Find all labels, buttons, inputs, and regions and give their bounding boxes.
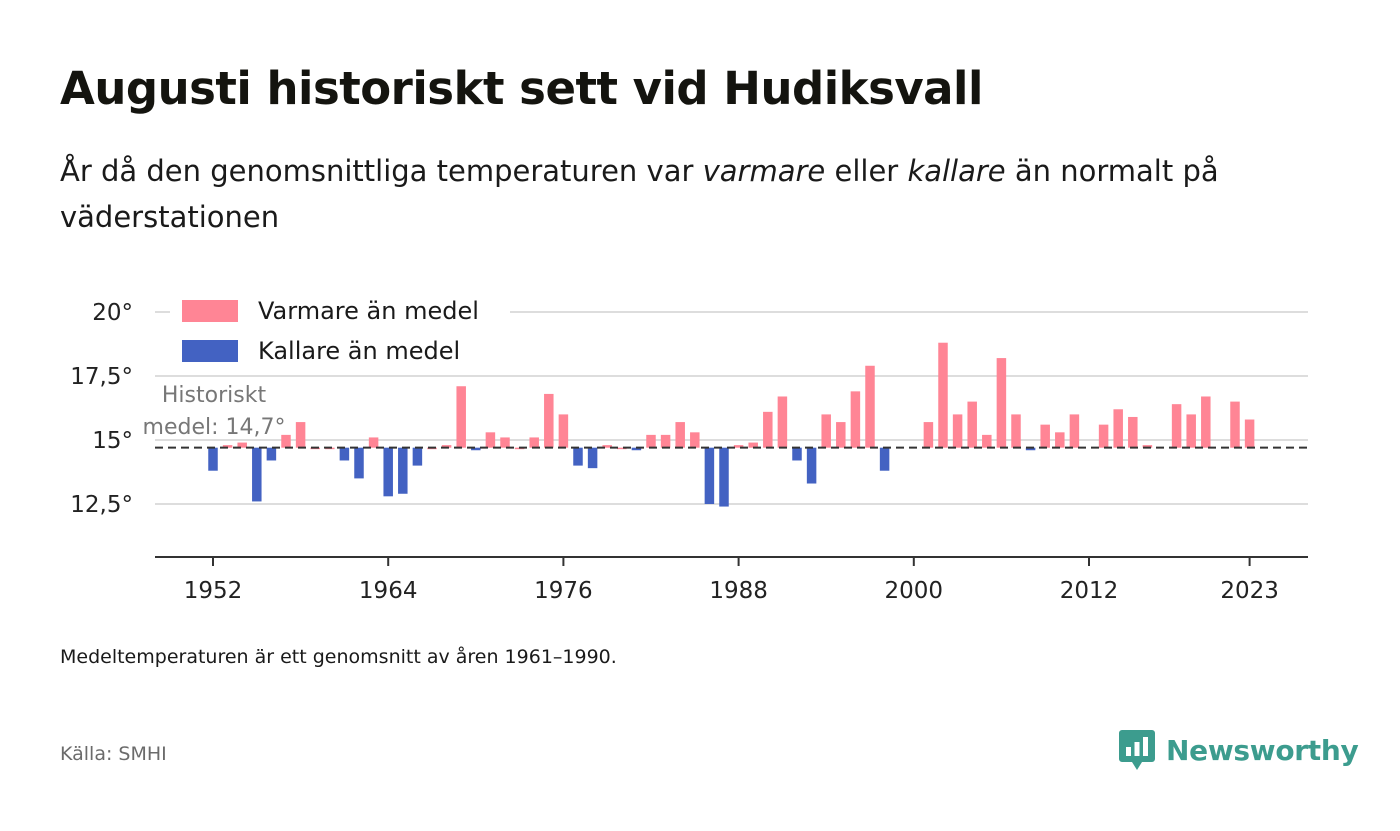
bar-2018 xyxy=(1171,404,1182,448)
bar-2011 xyxy=(1069,414,1080,448)
baseline-group: Historiskt medel: 14,7° xyxy=(143,383,1308,449)
bar-2006 xyxy=(996,358,1007,448)
bar-1953 xyxy=(222,445,233,448)
y-tick-label: 20° xyxy=(92,300,133,326)
bar-1995 xyxy=(836,422,846,448)
source-label: Källa: SMHI xyxy=(60,743,167,765)
bar-1984 xyxy=(675,422,685,448)
bar-2010 xyxy=(1055,432,1065,448)
bar-2020 xyxy=(1201,396,1211,448)
y-tick-label: 12,5° xyxy=(70,492,133,518)
bar-1993 xyxy=(806,447,817,484)
bar-1989 xyxy=(748,442,758,448)
bar-1975 xyxy=(544,393,554,448)
bar-1985 xyxy=(690,432,700,448)
bar-1958 xyxy=(295,422,306,448)
y-axis-ticks: 12,5° 15° 17,5° 20° xyxy=(70,300,133,518)
baseline-label-line: medel: 14,7° xyxy=(143,415,286,440)
bar-1998 xyxy=(879,447,890,471)
bar-1957 xyxy=(281,434,291,448)
brand-name: Newsworthy xyxy=(1166,733,1359,767)
bar-1963 xyxy=(368,437,379,448)
bar-1994 xyxy=(821,414,831,448)
bar-2023 xyxy=(1244,419,1255,448)
x-tick-label: 2023 xyxy=(1220,578,1279,604)
footnote: Medeltemperaturen är ett genomsnitt av å… xyxy=(60,646,617,668)
subtitle-warm-word: varmare xyxy=(702,154,826,188)
bar-1990 xyxy=(763,411,773,448)
legend-swatch-warm xyxy=(182,300,238,322)
x-tick-label: 2012 xyxy=(1060,578,1119,604)
x-tick-label: 1952 xyxy=(184,578,243,604)
bar-1968 xyxy=(441,445,452,448)
newsworthy-brand[interactable]: Newsworthy xyxy=(1118,728,1359,772)
bar-2014 xyxy=(1113,409,1123,448)
y-tick-label: 15° xyxy=(92,428,133,454)
bar-1996 xyxy=(850,391,861,448)
bar-1976 xyxy=(558,414,569,448)
bar-1986 xyxy=(704,447,715,504)
legend-label-warm: Varmare än medel xyxy=(258,297,479,325)
x-axis: 1952 1964 1976 1988 2000 2012 2023 xyxy=(155,556,1308,604)
bar-1978 xyxy=(587,447,598,469)
bar-1977 xyxy=(573,447,583,466)
page-title: Augusti historiskt sett vid Hudiksvall xyxy=(60,62,983,115)
x-tick-label: 1988 xyxy=(709,578,768,604)
bar-1988 xyxy=(733,445,744,448)
legend-label-cold: Kallare än medel xyxy=(258,337,460,365)
baseline-label-line: Historiskt xyxy=(162,383,267,408)
bar-1987 xyxy=(719,447,729,507)
subtitle-text-1: År då den genomsnittliga temperaturen va… xyxy=(60,154,703,188)
bar-2015 xyxy=(1128,416,1138,448)
bar-1964 xyxy=(383,447,393,497)
bar-2007 xyxy=(1011,414,1021,448)
bar-2004 xyxy=(967,401,977,448)
bar-2009 xyxy=(1040,424,1050,448)
subtitle-text-3: än normalt på väderstationen xyxy=(60,154,1219,234)
bar-1974 xyxy=(529,437,539,448)
bar-1955 xyxy=(252,447,262,502)
bar-2008 xyxy=(1025,447,1036,451)
legend-swatch-cold xyxy=(182,340,238,362)
x-tick-label: 1976 xyxy=(534,578,593,604)
bar-2003 xyxy=(952,414,963,448)
bar-1972 xyxy=(500,437,510,448)
bar-1969 xyxy=(456,386,466,448)
temperature-bar-chart: 12,5°15°17,5°20° Historiskt medel: 14,7° … xyxy=(70,293,1308,604)
bar-1956 xyxy=(266,447,277,461)
y-tick-label: 17,5° xyxy=(70,364,133,390)
bar-1965 xyxy=(398,447,408,494)
bar-1970 xyxy=(471,447,481,451)
bar-1980 xyxy=(617,447,627,450)
newsworthy-logo-icon xyxy=(1119,730,1155,770)
bar-2019 xyxy=(1186,414,1196,448)
bar-1961 xyxy=(339,447,350,461)
bar-1952 xyxy=(208,447,218,471)
bars xyxy=(208,342,1255,507)
subtitle-cold-word: kallare xyxy=(907,154,1006,188)
bar-2001 xyxy=(923,422,934,448)
bar-2013 xyxy=(1098,424,1109,448)
bar-1992 xyxy=(792,447,802,461)
bar-2002 xyxy=(938,342,948,448)
bar-1982 xyxy=(646,434,656,448)
bar-1962 xyxy=(354,447,364,479)
bar-1981 xyxy=(631,447,642,451)
legend: Varmare än medel Kallare än medel xyxy=(170,293,510,373)
x-tick-label: 2000 xyxy=(885,578,944,604)
bar-1979 xyxy=(602,445,612,448)
bar-1966 xyxy=(412,447,423,466)
bar-1997 xyxy=(865,365,875,448)
subtitle-text-2: eller xyxy=(825,154,908,188)
chart-subtitle: År då den genomsnittliga temperaturen va… xyxy=(60,148,1280,240)
baseline-label: Historiskt medel: 14,7° xyxy=(143,383,286,440)
bar-2022 xyxy=(1230,401,1240,448)
bar-1971 xyxy=(485,432,496,448)
bar-2005 xyxy=(982,434,992,448)
bar-1991 xyxy=(777,396,788,448)
bar-1954 xyxy=(237,442,247,448)
x-tick-label: 1964 xyxy=(359,578,418,604)
bar-1983 xyxy=(660,434,671,448)
bar-2016 xyxy=(1142,445,1153,448)
